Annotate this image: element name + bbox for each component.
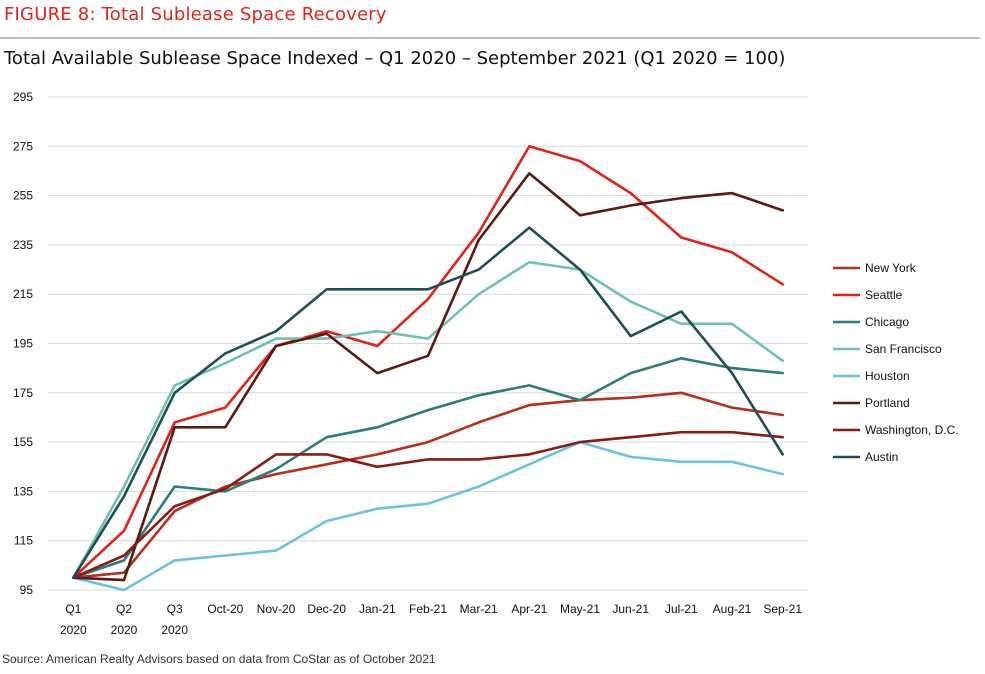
series-line-6 xyxy=(72,430,785,580)
series-line-2 xyxy=(72,356,785,580)
x-tick-label: Jan-21 xyxy=(359,602,396,616)
series-line-0 xyxy=(72,391,785,580)
series-lines xyxy=(72,145,785,592)
series-line-7 xyxy=(72,226,785,580)
legend-label: Austin xyxy=(865,450,898,464)
x-tick-label: Q2 2020 xyxy=(111,602,138,637)
y-tick-label: 235 xyxy=(13,238,33,252)
x-tick-label: Jul-21 xyxy=(665,602,698,616)
legend-label: Washington, D.C. xyxy=(865,423,959,437)
y-tick-label: 275 xyxy=(13,139,33,153)
y-tick-label: 295 xyxy=(13,90,33,104)
legend-label: Seattle xyxy=(865,288,903,302)
legend-label: New York xyxy=(865,261,917,275)
y-tick-label: 115 xyxy=(14,534,33,548)
y-tick-label: 95 xyxy=(20,583,34,597)
x-tick-label: May-21 xyxy=(560,602,600,616)
legend-label: Houston xyxy=(865,369,910,383)
x-tick-label: Q1 2020 xyxy=(60,602,87,637)
series-line-5 xyxy=(72,172,785,582)
legend-label: Chicago xyxy=(865,315,909,329)
y-tick-label: 175 xyxy=(13,386,33,400)
legend-label: Portland xyxy=(865,396,910,410)
x-tick-label: Apr-21 xyxy=(511,602,547,616)
series-line-3 xyxy=(72,260,785,580)
x-axis-ticks: Q1 2020 Q2 2020 Q3 2020 Oct-20 Nov-20 Dec-20 Jan-… xyxy=(60,602,802,637)
gridlines xyxy=(48,96,808,591)
y-tick-label: 195 xyxy=(13,337,33,351)
x-tick-label: Oct-20 xyxy=(207,602,243,616)
x-tick-label: Sep-21 xyxy=(763,602,802,616)
x-tick-label: Feb-21 xyxy=(409,602,447,616)
source-note: Source: American Realty Advisors based o… xyxy=(2,652,436,666)
header-divider xyxy=(0,37,980,39)
y-tick-label: 155 xyxy=(13,435,33,449)
x-tick-label: Q3 2020 xyxy=(161,602,188,637)
y-tick-label: 135 xyxy=(13,484,33,498)
x-tick-label: Aug-21 xyxy=(713,602,752,616)
x-tick-label: Mar-21 xyxy=(460,602,498,616)
figure-label: FIGURE 8: Total Sublease Space Recovery xyxy=(4,4,387,25)
series-line-1 xyxy=(72,145,785,580)
series-line-4 xyxy=(72,440,785,592)
y-axis-ticks: 95 115 135 155 175 195 215 235 255 275 295 xyxy=(13,90,33,597)
y-tick-label: 215 xyxy=(13,287,33,301)
x-tick-label: Nov-20 xyxy=(257,602,296,616)
x-tick-label: Jun-21 xyxy=(612,602,649,616)
chart-title: Total Available Sublease Space Indexed –… xyxy=(4,48,786,69)
legend: New York Seattle Chicago San Francisco Houst… xyxy=(833,261,959,464)
legend-label: San Francisco xyxy=(865,342,942,356)
x-tick-label: Dec-20 xyxy=(307,602,346,616)
y-tick-label: 255 xyxy=(13,189,33,203)
